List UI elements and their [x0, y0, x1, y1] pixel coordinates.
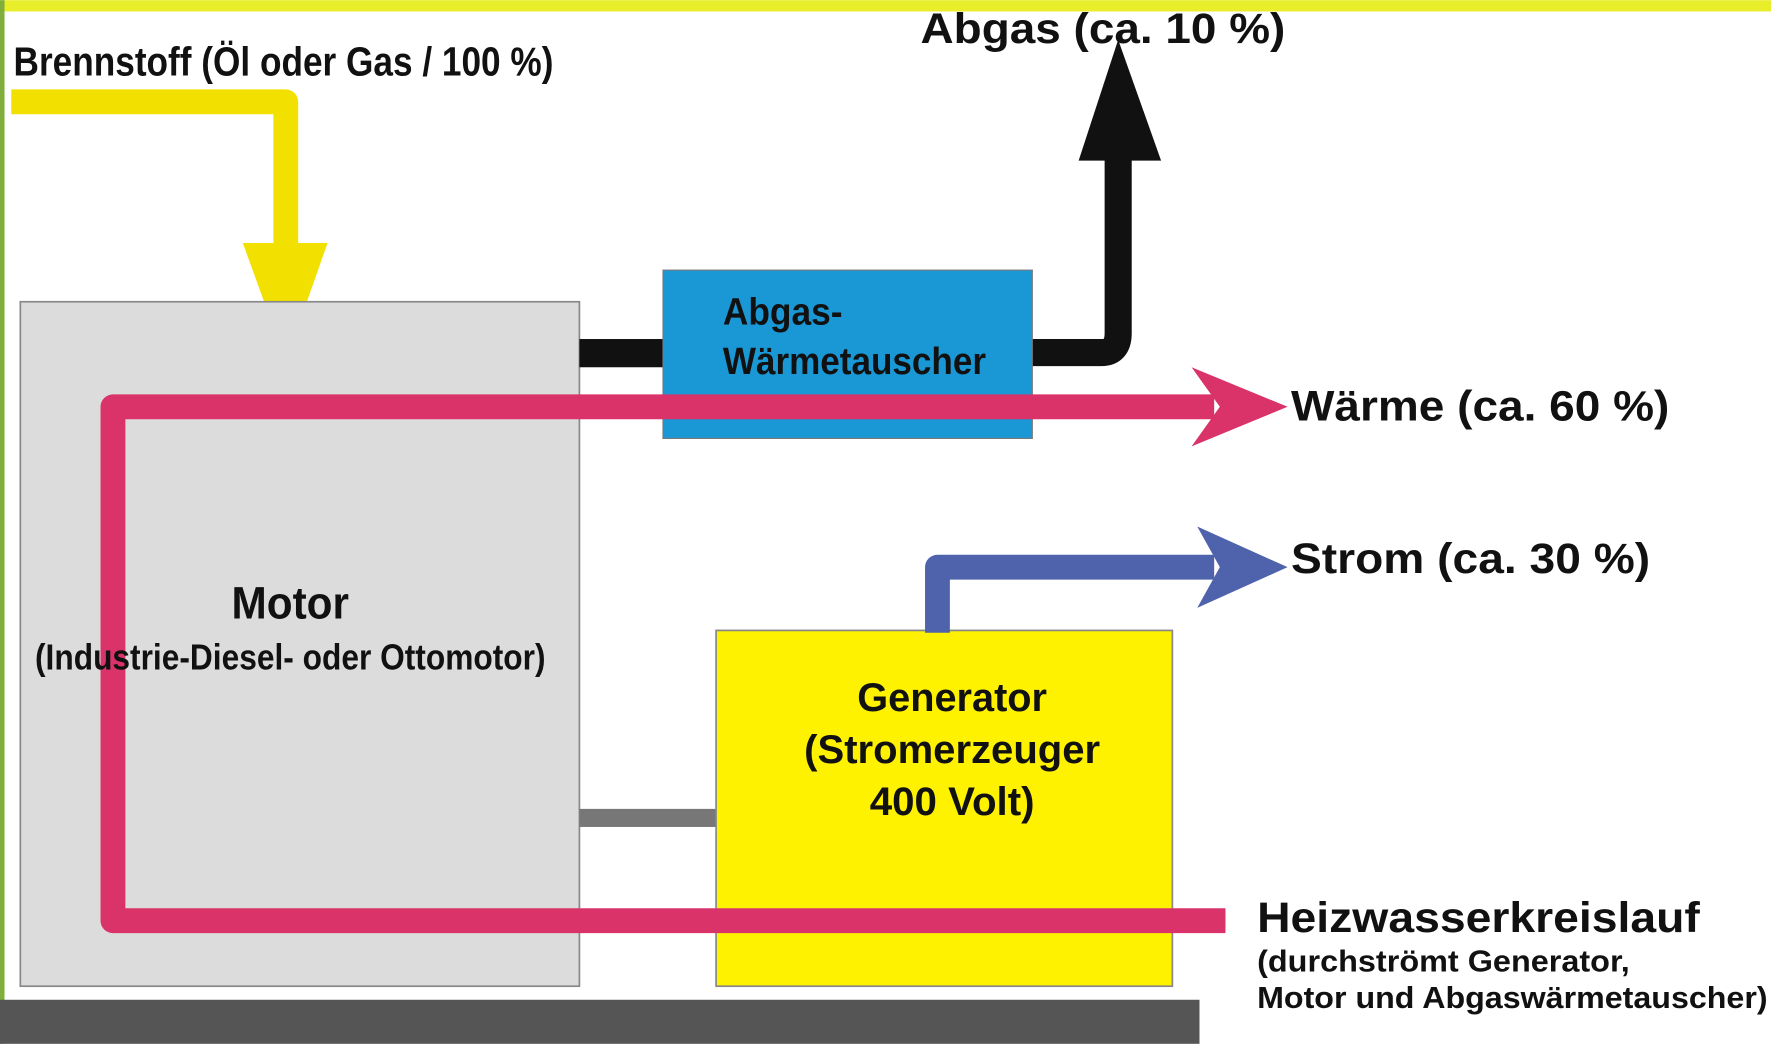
exhaust-arrowhead	[1078, 39, 1162, 161]
left-border	[0, 0, 5, 1044]
power-pipe	[925, 554, 1215, 633]
top-border	[0, 0, 1771, 12]
heat-exchanger-line: Abgas-	[723, 290, 843, 333]
circuit-title: Heizwasserkreislauf	[1257, 894, 1701, 942]
fuel-pipe	[11, 89, 299, 244]
circuit-line: (durchströmt Generator,	[1257, 945, 1630, 979]
heating-loop	[100, 394, 1226, 934]
heat-arrowhead	[1191, 367, 1288, 447]
circuit-line: Motor und Abgaswärmetauscher)	[1257, 981, 1768, 1015]
power-arrowhead	[1197, 526, 1288, 608]
generator-line: (Stromerzeuger	[804, 728, 1100, 772]
heat-exchanger-line: Wärmetauscher	[723, 340, 986, 383]
motor-subtitle: (Industrie-Diesel- oder Ottomotor)	[35, 636, 546, 677]
shaft	[579, 808, 718, 827]
exhaust-label: Abgas (ca. 10 %)	[921, 5, 1286, 53]
base-bar	[0, 999, 1200, 1044]
exhaust-pipe	[579, 339, 670, 368]
motor-title: Motor	[232, 578, 349, 629]
heat-label: Wärme (ca. 60 %)	[1291, 382, 1669, 430]
exhaust-pipe-out	[1027, 152, 1132, 367]
fuel-label: Brennstoff (Öl oder Gas / 100 %)	[14, 38, 554, 84]
generator-line: 400 Volt)	[870, 780, 1035, 824]
power-label: Strom (ca. 30 %)	[1291, 535, 1650, 583]
generator-line: Generator	[857, 676, 1047, 720]
